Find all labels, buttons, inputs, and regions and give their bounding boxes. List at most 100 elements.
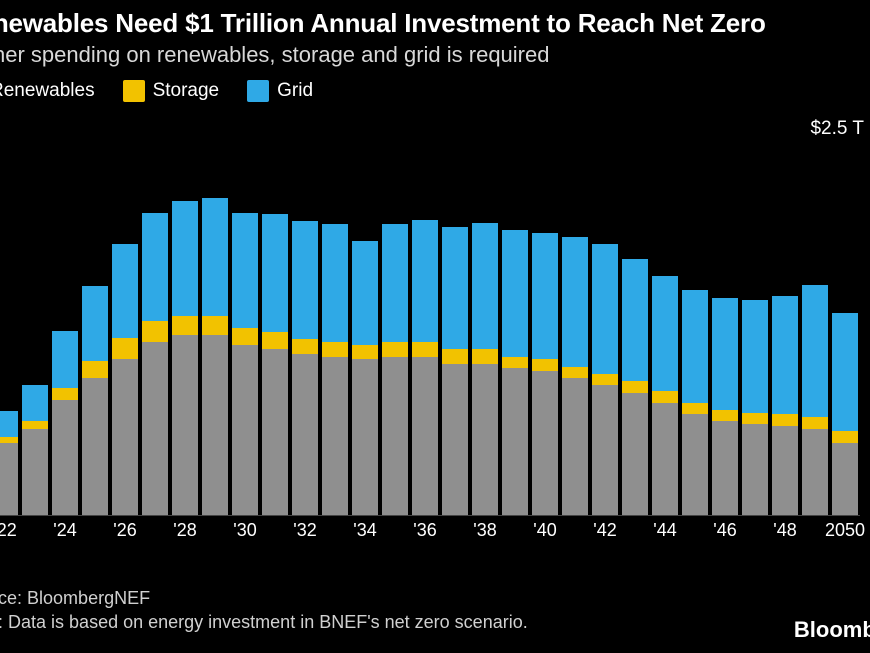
seg-grid — [472, 223, 498, 350]
bar-2041 — [562, 237, 588, 515]
seg-renewables — [682, 414, 708, 515]
seg-storage — [412, 342, 438, 356]
seg-storage — [172, 316, 198, 335]
seg-renewables — [142, 342, 168, 515]
seg-grid — [772, 296, 798, 414]
seg-grid — [22, 385, 48, 421]
seg-storage — [82, 361, 108, 378]
seg-storage — [562, 367, 588, 379]
seg-storage — [442, 349, 468, 363]
seg-renewables — [772, 426, 798, 515]
seg-renewables — [532, 371, 558, 515]
seg-grid — [52, 331, 78, 389]
seg-grid — [262, 214, 288, 332]
bar-2040 — [532, 233, 558, 515]
x-tick-label: 2050 — [825, 520, 865, 541]
seg-grid — [712, 298, 738, 410]
seg-renewables — [232, 345, 258, 515]
seg-grid — [532, 233, 558, 360]
seg-grid — [292, 221, 318, 339]
seg-grid — [412, 220, 438, 342]
legend-swatch-storage — [123, 80, 145, 102]
seg-renewables — [292, 354, 318, 515]
chart-card: Renewables Need $1 Trillion Annual Inves… — [0, 0, 870, 653]
seg-storage — [742, 413, 768, 425]
seg-grid — [382, 224, 408, 342]
seg-grid — [592, 244, 618, 374]
x-tick-label: '24 — [53, 520, 76, 541]
bar-2022 — [0, 411, 18, 515]
seg-grid — [352, 241, 378, 345]
bar-2038 — [472, 223, 498, 515]
x-axis-labels: '22'24'26'28'30'32'34'36'38'40'42'44'46'… — [0, 520, 860, 544]
seg-renewables — [442, 364, 468, 515]
x-tick-label: '44 — [653, 520, 676, 541]
legend-item-storage: Storage — [123, 80, 220, 102]
note-line: Note: Data is based on energy investment… — [0, 612, 528, 633]
seg-renewables — [502, 368, 528, 515]
source-line: Source: BloombergNEF — [0, 588, 150, 609]
seg-renewables — [802, 429, 828, 515]
seg-storage — [52, 388, 78, 400]
seg-storage — [352, 345, 378, 359]
seg-storage — [22, 421, 48, 428]
seg-storage — [502, 357, 528, 369]
seg-renewables — [202, 335, 228, 515]
seg-renewables — [262, 349, 288, 515]
seg-storage — [532, 359, 558, 371]
seg-renewables — [322, 357, 348, 515]
seg-grid — [0, 411, 18, 437]
seg-renewables — [712, 421, 738, 515]
bar-2045 — [682, 290, 708, 515]
bar-2049 — [802, 285, 828, 515]
bar-2046 — [712, 298, 738, 515]
seg-storage — [112, 338, 138, 360]
seg-storage — [232, 328, 258, 345]
x-tick-label: '48 — [773, 520, 796, 541]
seg-grid — [622, 259, 648, 381]
seg-storage — [652, 391, 678, 403]
seg-renewables — [622, 393, 648, 515]
seg-grid — [232, 213, 258, 328]
seg-grid — [742, 300, 768, 412]
seg-storage — [202, 316, 228, 335]
seg-grid — [562, 237, 588, 367]
bar-2047 — [742, 300, 768, 515]
seg-storage — [712, 410, 738, 422]
seg-renewables — [562, 378, 588, 515]
seg-renewables — [172, 335, 198, 515]
bar-2026 — [112, 244, 138, 515]
bar-2027 — [142, 213, 168, 515]
seg-grid — [172, 201, 198, 316]
chart-title: Renewables Need $1 Trillion Annual Inves… — [0, 8, 766, 39]
bar-2031 — [262, 214, 288, 515]
seg-renewables — [112, 359, 138, 515]
bar-2025 — [82, 286, 108, 515]
brand-label: Bloomberg — [794, 617, 870, 643]
x-tick-label: '22 — [0, 520, 17, 541]
seg-grid — [112, 244, 138, 338]
seg-renewables — [742, 424, 768, 515]
seg-renewables — [592, 385, 618, 515]
seg-grid — [652, 276, 678, 391]
bar-2042 — [592, 244, 618, 515]
bar-2034 — [352, 241, 378, 515]
seg-grid — [832, 313, 858, 431]
bar-2036 — [412, 220, 438, 515]
seg-renewables — [472, 364, 498, 515]
bar-2044 — [652, 276, 678, 515]
x-tick-label: '36 — [413, 520, 436, 541]
chart-subtitle: Higher spending on renewables, storage a… — [0, 42, 549, 68]
x-tick-label: '42 — [593, 520, 616, 541]
seg-storage — [142, 321, 168, 343]
seg-renewables — [22, 429, 48, 515]
bar-2033 — [322, 224, 348, 515]
bar-2032 — [292, 221, 318, 515]
seg-grid — [682, 290, 708, 402]
seg-renewables — [832, 443, 858, 515]
seg-grid — [322, 224, 348, 342]
bar-2030 — [232, 213, 258, 515]
seg-storage — [472, 349, 498, 363]
seg-grid — [202, 198, 228, 316]
seg-grid — [502, 230, 528, 357]
